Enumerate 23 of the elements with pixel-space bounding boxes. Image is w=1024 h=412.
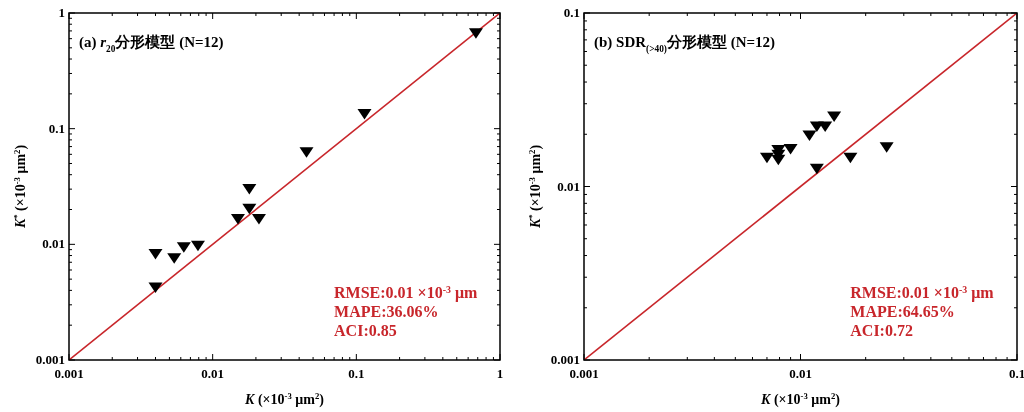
annotation: MAPE:64.65% <box>850 302 955 320</box>
y-tick-label: 1 <box>58 5 65 20</box>
text: (b) SDR$_{(>40)}$分形模型 (N=12) <box>594 34 776 55</box>
annotation: MAPE:36.06% <box>334 302 439 320</box>
x-tick-label: 0.01 <box>789 366 812 381</box>
y-tick-label: 0.1 <box>563 5 580 20</box>
annotation: RMSE:0.01 ×10$^{-3}$ μm <box>334 283 479 302</box>
y-tick-label: 0.01 <box>42 236 65 252</box>
x-tick-label: 0.1 <box>348 366 365 381</box>
annotation: ACI:0.72 <box>850 321 913 339</box>
y-tick-label: 0.001 <box>550 352 580 367</box>
x-axis-title: K (×10$^{-3}$ μm$^{2}$) <box>760 391 841 408</box>
x-tick-label: 0.1 <box>1008 366 1024 381</box>
x-tick-label: 0.01 <box>201 366 225 381</box>
x-tick-label: 1 <box>496 366 504 381</box>
annotation: ACI:0.85 <box>334 321 397 339</box>
annotation: RMSE:0.01 ×10$^{-3}$ μm <box>850 283 995 302</box>
y-tick-label: 0.1 <box>48 120 65 136</box>
x-axis-title: K (×10$^{-3}$ μm$^{2}$) <box>244 391 325 408</box>
y-tick-label: 0.01 <box>557 178 580 194</box>
x-tick-label: 0.001 <box>569 366 599 381</box>
text: (a) r$_{20}$分形模型 (N=12) <box>79 34 224 54</box>
y-tick-label: 0.001 <box>35 352 65 367</box>
